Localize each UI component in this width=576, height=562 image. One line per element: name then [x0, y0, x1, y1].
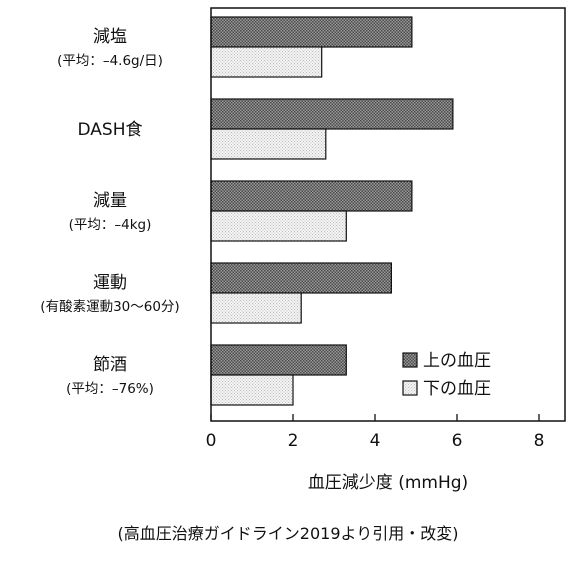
plot-frame	[210, 7, 566, 422]
category-sublabel: (平均：–76%)	[66, 381, 154, 397]
bar-systolic-3	[210, 180, 413, 212]
bar-systolic-1	[210, 16, 413, 48]
bar-systolic-5	[210, 344, 347, 376]
x-tick-label: 8	[534, 431, 545, 451]
x-tick-label: 4	[370, 431, 381, 451]
bar-diastolic-4	[210, 292, 302, 324]
bar-diastolic-1	[210, 46, 323, 78]
bar-diastolic-2	[210, 128, 327, 160]
x-tick-label: 6	[452, 431, 463, 451]
category-label: 減量	[93, 191, 127, 211]
x-tick-label: 0	[206, 431, 217, 451]
x-tick-label: 2	[288, 431, 299, 451]
bar-diastolic-5	[210, 374, 294, 406]
source-note: (高血圧治療ガイドライン2019より引用・改変)	[117, 524, 459, 543]
legend-swatch	[402, 352, 418, 368]
category-sublabel: (有酸素運動30〜60分)	[40, 299, 179, 315]
category-label: DASH食	[78, 120, 143, 140]
category-sublabel: (平均：–4.6g/日)	[57, 53, 163, 69]
bar-diastolic-3	[210, 210, 347, 242]
category-sublabel: (平均：–4kg)	[69, 217, 152, 233]
category-label: 節酒	[93, 355, 127, 375]
bar-systolic-2	[210, 98, 454, 130]
x-axis-label: 血圧減少度 (mmHg)	[308, 473, 468, 493]
legend-label: 上の血圧	[423, 351, 491, 371]
category-label: 運動	[93, 273, 127, 293]
legend-label: 下の血圧	[423, 379, 491, 399]
legend-swatch	[402, 380, 418, 396]
category-label: 減塩	[93, 27, 127, 47]
bar-systolic-4	[210, 262, 392, 294]
